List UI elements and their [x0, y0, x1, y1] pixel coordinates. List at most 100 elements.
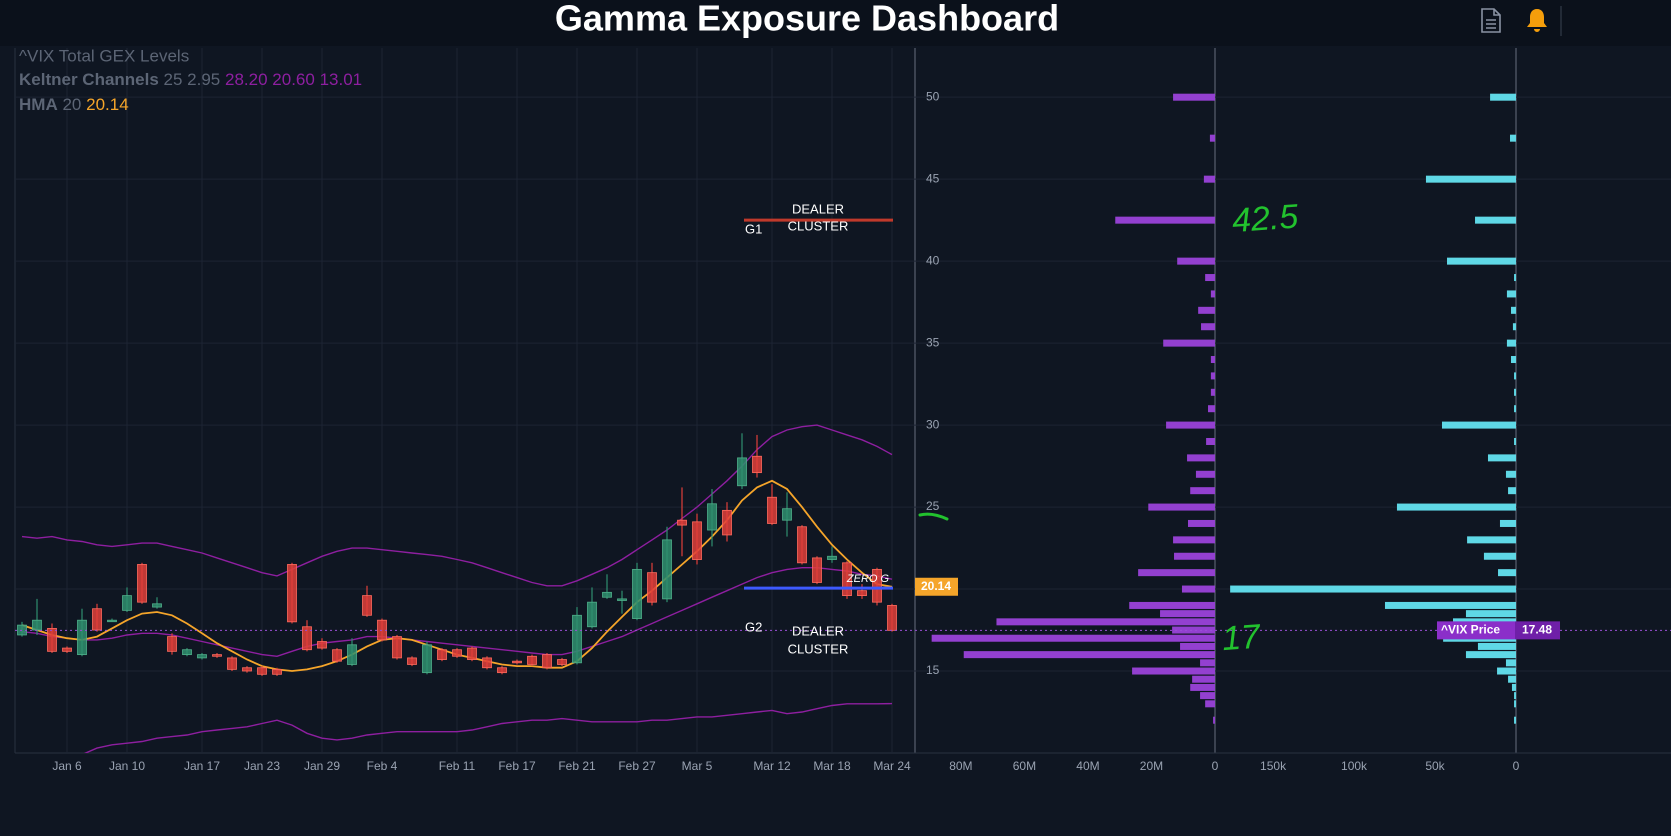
overlays: ^VIX Price 17.48 20.14 G1 DEALER CLUSTER ZERO …	[15, 198, 1671, 659]
x-tick-label: Mar 5	[682, 759, 713, 773]
gex-bar	[1177, 257, 1215, 265]
x-tick-label: 20M	[1140, 759, 1163, 773]
y-tick-label: 45	[926, 171, 940, 185]
indicator-line	[21, 424, 893, 587]
level-text: DEALER	[792, 202, 844, 217]
candle-body	[722, 509, 732, 536]
gex-bar	[1396, 503, 1516, 511]
candle-body	[587, 601, 597, 628]
candle-body	[137, 564, 147, 603]
legend-item: 20.14	[86, 95, 129, 114]
x-tick-label: Mar 12	[753, 759, 791, 773]
gex-bar	[1187, 454, 1215, 462]
gex-bar	[1514, 372, 1516, 380]
gex-bar	[1190, 683, 1215, 691]
legend-item: 20.60	[272, 70, 315, 89]
candle-body	[617, 598, 627, 601]
x-tick-label: 80M	[949, 759, 972, 773]
y-tick-label: 40	[926, 253, 940, 267]
candle-body	[872, 568, 882, 603]
handwritten-dash	[918, 512, 949, 521]
gex-bar	[1115, 216, 1215, 224]
candle-body	[257, 667, 267, 675]
tag-text: DEALER	[792, 623, 844, 638]
document-icon[interactable]	[1481, 8, 1501, 33]
title-bar	[0, 0, 1671, 46]
tag-label: G2	[745, 619, 762, 634]
x-tick-label: 0	[1212, 759, 1219, 773]
gex-bar	[1511, 683, 1516, 691]
gex-bar	[1487, 454, 1516, 462]
y-tick-label: 15	[926, 663, 940, 677]
gex-bar	[1201, 323, 1215, 331]
gex-bar	[1132, 667, 1215, 675]
candle-body	[212, 654, 222, 657]
candle-body	[227, 657, 237, 670]
legend-row: HMA 20 20.14	[19, 95, 129, 114]
x-tick-label: 100k	[1341, 759, 1368, 773]
candle-body	[332, 649, 342, 662]
candle-body	[527, 655, 537, 665]
gex-bar	[1173, 536, 1215, 544]
candle-body	[422, 644, 432, 674]
gex-bar	[1425, 175, 1516, 183]
candle-body	[737, 457, 747, 487]
candle-body	[362, 595, 372, 616]
gex-bar	[931, 634, 1215, 642]
gex-bar	[1498, 569, 1516, 577]
candle-body	[302, 626, 312, 651]
gex-bar	[963, 651, 1215, 659]
y-tick-label: 50	[926, 89, 940, 103]
candle-body	[317, 641, 327, 649]
gex-bar	[1510, 356, 1516, 364]
gex-bar	[1510, 306, 1516, 314]
candle-body	[122, 595, 132, 611]
handwritten-note: 17	[1221, 618, 1262, 659]
gex-bar	[1210, 372, 1215, 380]
gex-bar	[1148, 503, 1215, 511]
gex-bar	[1205, 700, 1215, 708]
gex-bar	[1512, 323, 1516, 331]
y-tick-label: 35	[926, 335, 940, 349]
alert-icon[interactable]	[1527, 9, 1547, 32]
y-tick-label: 25	[926, 499, 940, 513]
candle-body	[437, 649, 447, 660]
gex-bar	[1180, 642, 1215, 650]
candle-body	[497, 667, 507, 674]
candle-body	[857, 590, 867, 597]
candle-body	[32, 619, 42, 631]
legend-title: ^VIX Total GEX Levels	[19, 46, 189, 65]
gex-bar	[1499, 519, 1516, 527]
candle-body	[62, 647, 72, 652]
candle-body	[572, 614, 582, 664]
gex-bar	[1506, 290, 1516, 298]
hma-tag-value: 20.14	[921, 579, 951, 593]
candle-body	[392, 636, 402, 659]
handwritten-note: 42.5	[1231, 198, 1300, 241]
candle-body	[692, 521, 702, 560]
candle-body	[452, 649, 462, 657]
candle-body	[797, 526, 807, 564]
gex-bar	[1181, 585, 1215, 593]
gex-bar	[1514, 716, 1516, 724]
x-tick-label: Jan 17	[184, 759, 220, 773]
gex-bar	[1173, 93, 1215, 101]
candle-body	[557, 659, 567, 665]
candle-body	[827, 555, 837, 560]
gex-bar	[1514, 405, 1516, 413]
gex-bar	[1210, 290, 1215, 298]
gex-bar	[1510, 134, 1516, 142]
candle-body	[782, 508, 792, 521]
candle-body	[287, 564, 297, 623]
gex-bar	[1477, 642, 1516, 650]
candle-body	[407, 657, 417, 665]
gex-bar	[1465, 610, 1516, 618]
candle-body	[767, 496, 777, 524]
gex-bar	[1447, 257, 1516, 265]
x-tick-label: 50k	[1425, 759, 1445, 773]
candle-body	[47, 627, 57, 652]
marks	[17, 93, 1516, 753]
level-label: ZERO G	[846, 573, 890, 585]
x-tick-label: Mar 24	[873, 759, 911, 773]
